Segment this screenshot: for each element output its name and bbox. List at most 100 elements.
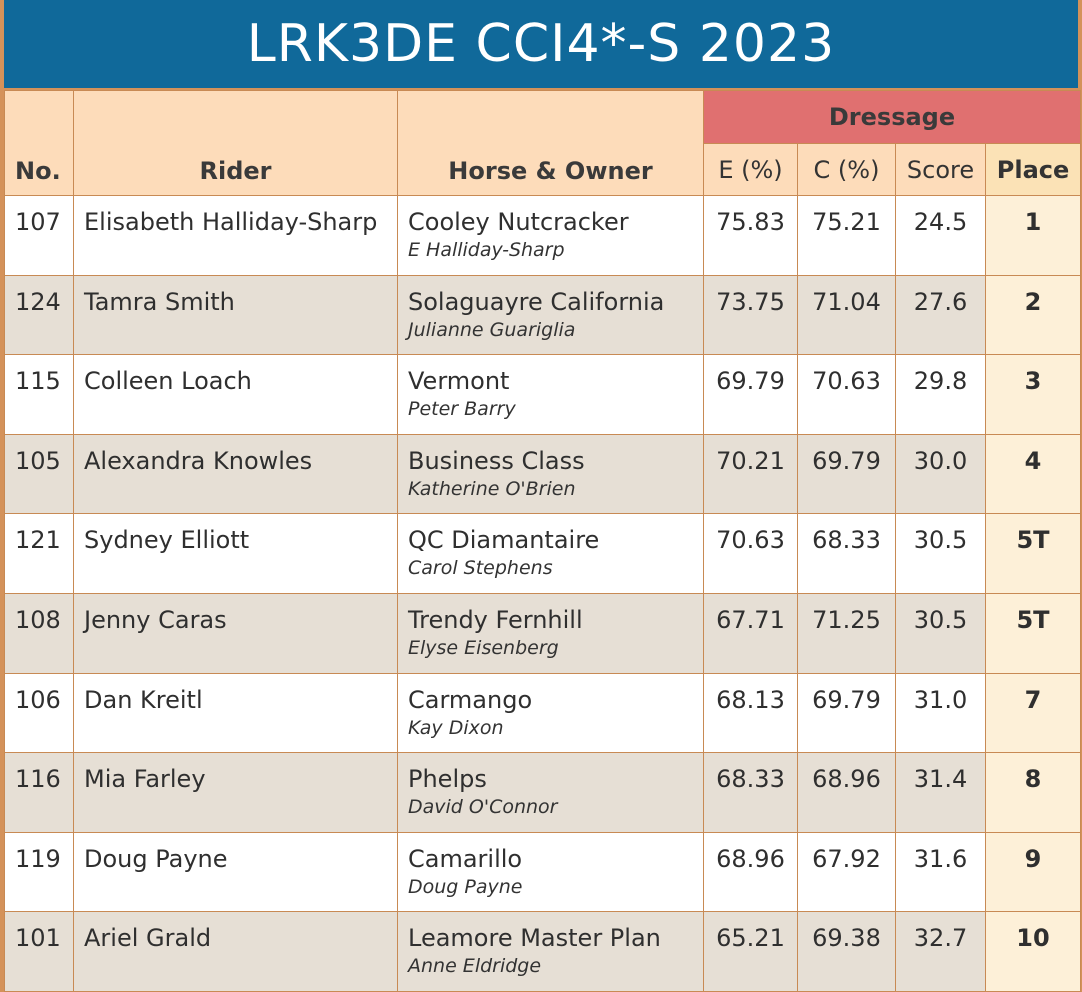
header-e-pct: E (%) <box>703 143 798 196</box>
header-rider: Rider <box>73 90 398 196</box>
score: 32.7 <box>895 911 986 992</box>
table-row: 108 Jenny Caras Trendy Fernhill Elyse Eisen… <box>4 592 1082 674</box>
c-percent: 71.04 <box>797 274 896 356</box>
owner-name: E Halliday-Sharp <box>408 239 565 261</box>
c-percent: 69.38 <box>797 911 896 992</box>
table-row: 121 Sydney Elliott QC Diamantaire Carol Ste… <box>4 513 1082 594</box>
horse-owner-cell: Phelps David O'Connor <box>397 752 704 833</box>
place: 1 <box>984 195 1082 276</box>
horse-name: Camarillo <box>408 844 523 873</box>
owner-name: David O'Connor <box>408 796 558 819</box>
header-place: Place <box>984 143 1082 196</box>
c-percent: 75.21 <box>797 195 896 276</box>
e-percent: 70.21 <box>703 433 798 515</box>
c-percent: 67.92 <box>797 831 896 913</box>
rider-name: Jenny Caras <box>73 592 398 674</box>
e-percent: 70.63 <box>703 513 798 594</box>
e-percent: 68.96 <box>703 831 798 913</box>
place: 10 <box>984 911 1082 992</box>
score: 31.4 <box>895 752 986 833</box>
entry-number: 124 <box>4 274 74 356</box>
score: 31.0 <box>895 672 986 754</box>
horse-name: Phelps <box>408 765 487 794</box>
horse-owner-cell: Trendy Fernhill Elyse Eisenberg <box>397 592 704 674</box>
place: 4 <box>984 433 1082 515</box>
place: 9 <box>984 831 1082 913</box>
table-row: 119 Doug Payne Camarillo Doug Payne 68.96 67.… <box>4 831 1082 913</box>
owner-name: Carol Stephens <box>408 557 553 580</box>
horse-owner-cell: Camarillo Doug Payne <box>397 831 704 913</box>
e-percent: 73.75 <box>703 274 798 356</box>
header-no: No. <box>4 90 74 196</box>
table-row: 105 Alexandra Knowles Business Class Kather… <box>4 433 1082 515</box>
horse-owner-cell: Business Class Katherine O'Brien <box>397 433 704 515</box>
place: 3 <box>984 354 1082 435</box>
e-percent: 65.21 <box>703 911 798 992</box>
horse-owner-cell: QC Diamantaire Carol Stephens <box>397 513 704 594</box>
rider-name: Alexandra Knowles <box>73 433 398 515</box>
results-table: No. Rider Horse & Owner Dressage E (%) C… <box>4 90 1082 992</box>
rider-name: Colleen Loach <box>73 354 398 435</box>
horse-name: Solaguayre California <box>408 287 665 316</box>
horse-owner-cell: Cooley Nutcracker E Halliday-Sharp <box>397 195 704 276</box>
horse-name: QC Diamantaire <box>408 526 600 555</box>
table-row: 106 Dan Kreitl Carmango Kay Dixon 68.13 69.79… <box>4 672 1082 754</box>
entry-number: 119 <box>4 831 74 913</box>
e-percent: 68.33 <box>703 752 798 833</box>
place: 5T <box>984 592 1082 674</box>
entry-number: 106 <box>4 672 74 754</box>
rider-name: Sydney Elliott <box>73 513 398 594</box>
header-horse-owner: Horse & Owner <box>397 90 704 196</box>
entry-number: 101 <box>4 911 74 992</box>
c-percent: 69.79 <box>797 672 896 754</box>
owner-name: Peter Barry <box>408 398 516 421</box>
horse-name: Trendy Fernhill <box>408 605 583 634</box>
owner-name: Kay Dixon <box>408 716 504 739</box>
c-percent: 71.25 <box>797 592 896 674</box>
header-c-pct: C (%) <box>797 143 896 196</box>
rider-name: Dan Kreitl <box>73 672 398 754</box>
score: 30.0 <box>895 433 986 515</box>
entry-number: 115 <box>4 354 74 435</box>
c-percent: 68.33 <box>797 513 896 594</box>
rider-name: Elisabeth Halliday-Sharp <box>73 195 398 276</box>
header-score: Score <box>895 143 986 196</box>
table-row: 124 Tamra Smith Solaguayre California Julia… <box>4 274 1082 356</box>
owner-name: Katherine O'Brien <box>408 477 576 500</box>
score: 30.5 <box>895 513 986 594</box>
e-percent: 69.79 <box>703 354 798 435</box>
horse-name: Carmango <box>408 685 533 714</box>
entry-number: 121 <box>4 513 74 594</box>
table-row: 101 Ariel Grald Leamore Master Plan Anne El… <box>4 911 1082 992</box>
e-percent: 75.83 <box>703 195 798 276</box>
table-row: 107 Elisabeth Halliday-Sharp Cooley Nutcra… <box>4 195 1082 276</box>
e-percent: 68.13 <box>703 672 798 754</box>
score: 27.6 <box>895 274 986 356</box>
entry-number: 105 <box>4 433 74 515</box>
page-title: LRK3DE CCI4*-S 2023 <box>4 0 1078 88</box>
entry-number: 107 <box>4 195 74 276</box>
score: 24.5 <box>895 195 986 276</box>
rider-name: Mia Farley <box>73 752 398 833</box>
horse-owner-cell: Vermont Peter Barry <box>397 354 704 435</box>
rider-name: Tamra Smith <box>73 274 398 356</box>
owner-name: Elyse Eisenberg <box>408 636 559 659</box>
entry-number: 116 <box>4 752 74 833</box>
table-row: 115 Colleen Loach Vermont Peter Barry 69.79 7… <box>4 354 1082 435</box>
owner-name: Doug Payne <box>408 875 523 898</box>
horse-name: Leamore Master Plan <box>408 924 661 953</box>
horse-name: Business Class <box>408 446 585 475</box>
c-percent: 70.63 <box>797 354 896 435</box>
horse-name: Cooley Nutcracker <box>408 208 629 236</box>
horse-owner-cell: Leamore Master Plan Anne Eldridge <box>397 911 704 992</box>
horse-owner-cell: Solaguayre California Julianne Guariglia <box>397 274 704 356</box>
score: 29.8 <box>895 354 986 435</box>
c-percent: 69.79 <box>797 433 896 515</box>
table-row: 116 Mia Farley Phelps David O'Connor 68.33 68… <box>4 752 1082 833</box>
entry-number: 108 <box>4 592 74 674</box>
header-dressage: Dressage <box>702 90 1082 144</box>
owner-name: Julianne Guariglia <box>408 318 576 341</box>
rider-name: Ariel Grald <box>73 911 398 992</box>
score: 31.6 <box>895 831 986 913</box>
